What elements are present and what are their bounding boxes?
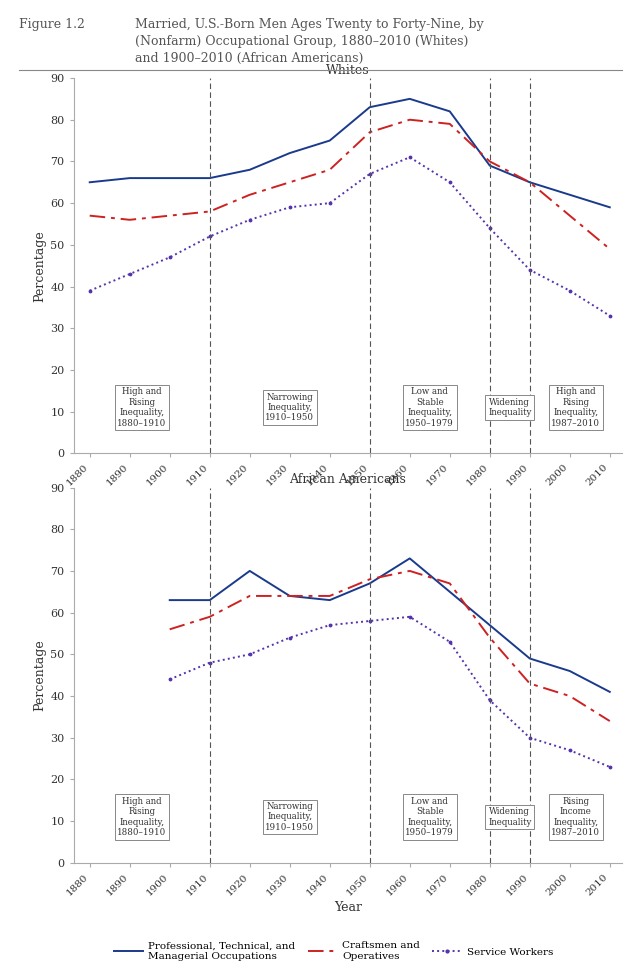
X-axis label: Year: Year — [334, 901, 362, 915]
Text: High and
Rising
Inequality,
1880–1910: High and Rising Inequality, 1880–1910 — [117, 797, 167, 838]
Text: Low and
Stable
Inequality,
1950–1979: Low and Stable Inequality, 1950–1979 — [405, 387, 454, 428]
Y-axis label: Percentage: Percentage — [33, 640, 46, 711]
Text: Narrowing
Inequality,
1910–1950: Narrowing Inequality, 1910–1950 — [265, 393, 314, 422]
Text: High and
Rising
Inequality,
1987–2010: High and Rising Inequality, 1987–2010 — [551, 387, 600, 428]
Text: Married, U.S.-Born Men Ages Twenty to Forty-Nine, by
(Nonfarm) Occupational Grou: Married, U.S.-Born Men Ages Twenty to Fo… — [135, 18, 483, 64]
Text: Widening
Inequality: Widening Inequality — [488, 398, 531, 417]
Legend: Professional, Technical, and
Managerial Occupations, Craftsmen and
Operatives, S: Professional, Technical, and Managerial … — [110, 937, 557, 965]
Text: Widening
Inequality: Widening Inequality — [488, 807, 531, 827]
Text: Narrowing
Inequality,
1910–1950: Narrowing Inequality, 1910–1950 — [265, 802, 314, 832]
Text: High and
Rising
Inequality,
1880–1910: High and Rising Inequality, 1880–1910 — [117, 387, 167, 428]
Y-axis label: Percentage: Percentage — [33, 230, 46, 301]
Text: Low and
Stable
Inequality,
1950–1979: Low and Stable Inequality, 1950–1979 — [405, 797, 454, 838]
Title: Whites: Whites — [326, 63, 370, 77]
X-axis label: Year: Year — [334, 491, 362, 505]
Text: Rising
Income
Inequality,
1987–2010: Rising Income Inequality, 1987–2010 — [551, 797, 600, 838]
Title: African Americans: African Americans — [289, 473, 406, 487]
Text: Figure 1.2: Figure 1.2 — [19, 18, 85, 30]
